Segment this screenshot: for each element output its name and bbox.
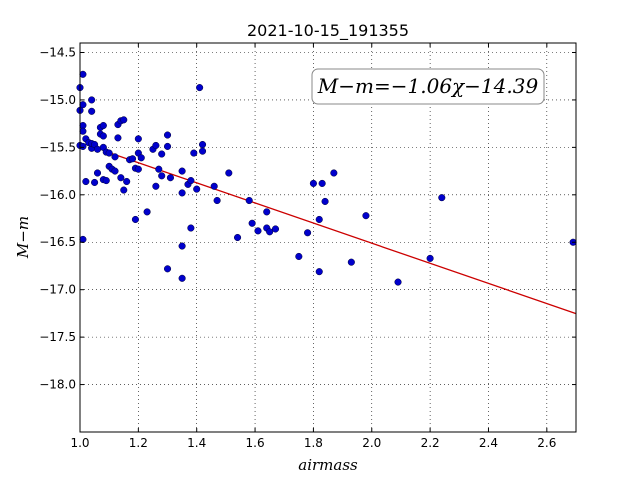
data-point <box>128 155 137 163</box>
data-point <box>178 242 186 250</box>
data-point <box>245 196 253 205</box>
data-point <box>394 278 402 286</box>
data-point <box>178 274 186 282</box>
x-tick-label: 1.8 <box>304 436 323 450</box>
data-point <box>271 225 280 233</box>
data-points <box>76 70 577 286</box>
chart-title: 2021-10-15_191355 <box>247 21 409 41</box>
data-point <box>263 208 271 216</box>
data-point <box>213 196 221 205</box>
data-point <box>234 233 242 242</box>
data-point <box>120 116 128 124</box>
fit-line <box>103 150 577 315</box>
data-point <box>111 167 119 175</box>
data-point <box>198 147 207 155</box>
y-tick-label: −16.5 <box>39 235 76 249</box>
y-axis-label: M−m <box>14 216 32 259</box>
data-point <box>187 177 195 185</box>
data-point <box>190 149 198 157</box>
data-point <box>131 215 139 224</box>
data-point <box>187 224 195 232</box>
y-tick-label: −16.0 <box>39 188 76 202</box>
data-point <box>254 227 262 235</box>
y-tick-label: −15.5 <box>39 140 76 154</box>
data-point <box>99 132 107 140</box>
data-point <box>193 185 201 193</box>
x-tick-label: 1.6 <box>246 436 265 450</box>
y-tick-label: −18.0 <box>39 378 76 392</box>
x-tick-label: 2.4 <box>479 436 498 450</box>
fit-annotation: M−m=−1.06χ−14.39 <box>311 68 545 105</box>
data-point <box>315 215 323 224</box>
data-point <box>295 252 303 261</box>
data-point <box>163 142 172 150</box>
data-point <box>117 174 125 182</box>
data-point <box>362 212 370 220</box>
data-point <box>438 194 446 202</box>
data-point <box>158 150 166 158</box>
x-axis-label: airmass <box>298 456 358 474</box>
x-tick-label: 2.6 <box>537 436 556 450</box>
data-point <box>318 179 326 187</box>
x-tick-label: 1.2 <box>129 436 148 450</box>
data-point <box>330 169 338 177</box>
data-point <box>178 167 186 175</box>
data-point <box>88 107 96 115</box>
data-point <box>198 140 207 149</box>
data-point <box>79 70 87 78</box>
y-tick-label: −15.0 <box>39 93 76 107</box>
data-point <box>137 154 145 162</box>
y-tick-label: −17.5 <box>39 330 76 344</box>
data-point <box>93 169 102 177</box>
data-point <box>426 254 434 262</box>
data-point <box>315 268 323 276</box>
data-point <box>163 265 172 273</box>
data-point <box>166 174 174 182</box>
data-point <box>134 165 142 173</box>
data-point <box>163 131 172 139</box>
data-point <box>347 258 355 266</box>
data-point <box>309 179 317 187</box>
x-tick-label: 1.0 <box>70 436 89 450</box>
data-point <box>111 153 119 161</box>
x-tick-label: 2.0 <box>362 436 381 450</box>
data-point <box>91 178 99 187</box>
data-point <box>120 186 128 194</box>
data-point <box>158 172 166 180</box>
data-point <box>114 134 122 142</box>
data-point <box>178 189 186 197</box>
data-point <box>210 182 218 190</box>
data-point <box>82 177 90 186</box>
data-point <box>225 169 233 177</box>
data-point <box>321 197 329 205</box>
axis-ticks: 1.0 1.2 1.4 1.6 1.8 2.0 2.2 2.4 2.6 −14.5 −15.0 −15… <box>39 43 576 450</box>
fit-line-group <box>103 150 577 315</box>
data-point <box>152 182 160 190</box>
y-tick-label: −14.5 <box>39 45 76 59</box>
data-point <box>123 177 131 186</box>
data-point <box>134 135 142 143</box>
data-point <box>88 96 96 104</box>
x-tick-label: 2.2 <box>421 436 440 450</box>
data-point <box>248 219 256 227</box>
data-point <box>79 127 87 135</box>
y-tick-label: −17.0 <box>39 283 76 297</box>
data-point <box>143 208 151 216</box>
data-point <box>79 235 87 243</box>
fit-equation: M−m=−1.06χ−14.39 <box>317 74 539 98</box>
data-point <box>304 229 312 237</box>
data-point <box>155 165 163 173</box>
data-point <box>79 142 87 150</box>
data-point <box>196 84 204 92</box>
data-point <box>266 228 274 236</box>
x-tick-label: 1.4 <box>187 436 206 450</box>
data-point <box>99 121 107 130</box>
data-point <box>102 177 110 185</box>
annotation-box <box>311 68 545 105</box>
data-point <box>152 141 160 150</box>
plot-frame <box>79 42 577 433</box>
grid <box>79 43 576 432</box>
data-point <box>105 149 113 157</box>
